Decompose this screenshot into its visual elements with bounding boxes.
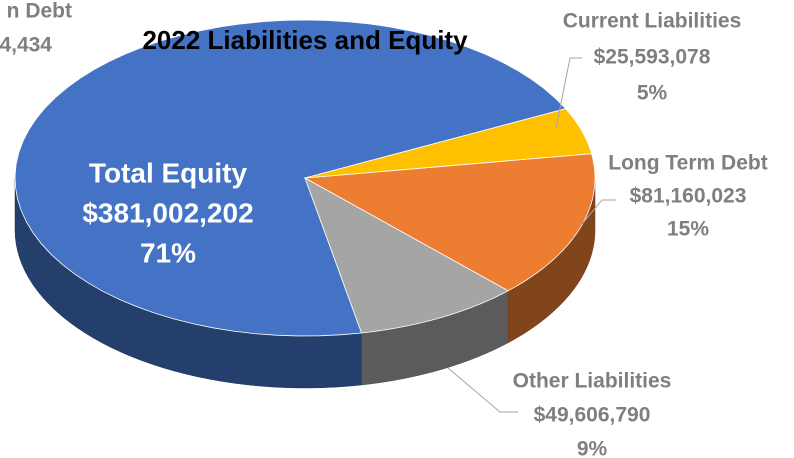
value-label: $49,606,790 [534,404,651,427]
cropped-label: n Debt [7,0,72,23]
chart-title: 2022 Liabilities and Equity [142,25,468,55]
slice [304,177,510,334]
slice-name: Long Term Debt [608,152,767,175]
slice [304,108,593,179]
slice [303,153,596,292]
leader-line [581,199,616,225]
leader-line [555,57,582,129]
value-label: $381,002,202 [82,197,253,228]
slice-name: Total Equity [89,157,248,188]
value-label: $81,160,023 [630,185,747,208]
slice [14,19,567,337]
cropped-label: 4,434 [0,34,52,57]
leader-line [447,367,518,413]
labels: Total Equity $381,002,202 71% Other Liabili… [82,10,767,458]
percent-label: 71% [140,237,196,268]
slice-name: Current Liabilities [563,10,742,33]
pie-top [14,19,596,337]
value-label: $25,593,078 [594,46,711,69]
percent-label: 15% [667,218,709,241]
percent-label: 5% [637,82,668,105]
percent-label: 9% [577,438,608,458]
slice-name: Other Liabilities [513,370,672,393]
